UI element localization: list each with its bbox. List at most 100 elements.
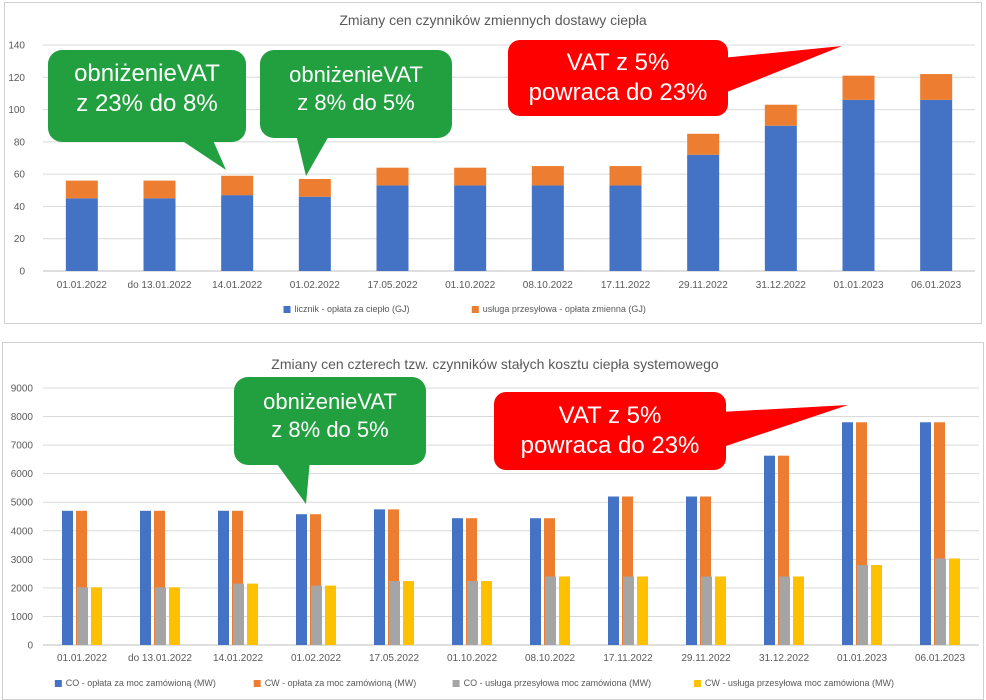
- bar: [454, 185, 487, 271]
- callout-line: z 8% do 5%: [297, 89, 415, 115]
- bar: [687, 133, 720, 155]
- bar: [530, 518, 541, 645]
- bar: [779, 576, 790, 645]
- legend-swatch: [283, 306, 291, 313]
- y-tick-label: 1000: [11, 612, 34, 623]
- legend-label: CO - opłata za moc zamówioną (MW): [66, 678, 216, 688]
- bar: [154, 510, 165, 645]
- y-tick-label: 7000: [11, 441, 34, 452]
- bar: [169, 587, 180, 645]
- y-tick-label: 3000: [11, 555, 34, 566]
- chart-panel-variable-costs: Zmiany cen czynników zmiennych dostawy c…: [4, 2, 982, 324]
- chart-panel-fixed-costs: Zmiany cen czterech tzw. czynników stały…: [2, 342, 984, 700]
- y-tick-label: 20: [14, 234, 26, 245]
- bar: [76, 510, 87, 645]
- bar: [403, 581, 414, 645]
- bar: [920, 422, 931, 645]
- x-tick-label: 31.12.2022: [756, 280, 806, 291]
- bar: [374, 509, 385, 645]
- callout-line: VAT z 5%: [566, 49, 670, 76]
- x-tick-label: 01.02.2022: [291, 653, 341, 664]
- bar: [143, 198, 176, 271]
- x-tick-label: 14.01.2022: [212, 280, 262, 291]
- callout-line: obniżenieVAT: [289, 62, 423, 87]
- bar: [140, 510, 151, 645]
- callout-line: VAT z 5%: [558, 402, 662, 429]
- bar: [325, 585, 336, 645]
- chart-fixed-costs: Zmiany cen czterech tzw. czynników stały…: [11, 356, 979, 688]
- bar: [233, 583, 244, 645]
- x-tick-label: 06.01.2023: [915, 653, 965, 664]
- y-tick-label: 120: [8, 73, 25, 84]
- bar: [298, 196, 331, 271]
- bar: [700, 496, 711, 645]
- y-tick-label: 140: [8, 41, 25, 52]
- bar: [218, 510, 229, 645]
- bar: [376, 167, 409, 186]
- bar: [389, 581, 400, 645]
- x-tick-label: 17.05.2022: [369, 653, 419, 664]
- bar: [686, 496, 697, 645]
- bar: [778, 455, 789, 645]
- bar: [232, 510, 243, 645]
- bar: [949, 558, 960, 645]
- callout-line: z 8% do 5%: [271, 416, 389, 442]
- x-tick-label: do 13.01.2022: [128, 280, 192, 291]
- bar: [388, 509, 399, 645]
- bar: [454, 167, 487, 186]
- bar: [793, 576, 804, 645]
- callout-line: powraca do 23%: [520, 432, 700, 459]
- y-tick-label: 40: [14, 202, 26, 213]
- bar: [764, 455, 775, 645]
- bar: [77, 587, 88, 645]
- legend-swatch: [471, 306, 479, 313]
- x-tick-label: 01.02.2022: [290, 280, 340, 291]
- legend-label: CW - opłata za moc zamówioną (MW): [265, 678, 417, 688]
- y-tick-label: 80: [14, 137, 26, 148]
- bar: [857, 565, 868, 645]
- legend-label: CW - usługa przesyłowa moc zamówiona (MW…: [705, 678, 894, 688]
- bar: [65, 198, 98, 271]
- chart-title: Zmiany cen czynników zmiennych dostawy c…: [339, 12, 647, 28]
- callout-line: z 23% do 8%: [76, 90, 218, 117]
- bar: [531, 166, 564, 186]
- bar: [842, 75, 875, 100]
- bar: [143, 180, 176, 199]
- x-tick-label: 14.01.2022: [213, 653, 263, 664]
- y-tick-label: 4000: [11, 526, 34, 537]
- bar: [715, 576, 726, 645]
- x-tick-label: 01.01.2022: [57, 653, 107, 664]
- bar: [609, 166, 642, 186]
- bar: [62, 510, 73, 645]
- x-tick-label: 01.10.2022: [447, 653, 497, 664]
- y-tick-label: 9000: [11, 384, 34, 395]
- bar: [623, 576, 634, 645]
- chart-title: Zmiany cen czterech tzw. czynników stały…: [271, 356, 719, 372]
- legend-swatch: [54, 680, 62, 687]
- x-tick-label: 01.01.2023: [833, 280, 883, 291]
- bar: [221, 175, 254, 196]
- y-tick-label: 6000: [11, 469, 34, 480]
- chart-variable-costs: Zmiany cen czynników zmiennych dostawy c…: [8, 12, 975, 314]
- y-tick-label: 0: [27, 641, 33, 652]
- bar: [467, 581, 478, 645]
- bar: [609, 185, 642, 271]
- y-tick-label: 8000: [11, 412, 34, 423]
- bar: [311, 585, 322, 645]
- bar: [221, 195, 254, 271]
- legend-label: usługa przesyłowa - opłata zmienna (GJ): [483, 304, 646, 314]
- bar: [637, 576, 648, 645]
- x-tick-label: 08.10.2022: [525, 653, 575, 664]
- bar: [842, 422, 853, 645]
- bar: [531, 185, 564, 271]
- x-tick-label: 17.11.2022: [601, 280, 651, 291]
- bar: [65, 180, 98, 199]
- bar: [298, 178, 331, 197]
- y-tick-label: 100: [8, 105, 25, 116]
- bar: [452, 518, 463, 645]
- bar: [310, 514, 321, 645]
- bar: [376, 185, 409, 271]
- y-tick-label: 5000: [11, 498, 34, 509]
- bar: [935, 558, 946, 645]
- x-tick-label: do 13.01.2022: [128, 653, 192, 664]
